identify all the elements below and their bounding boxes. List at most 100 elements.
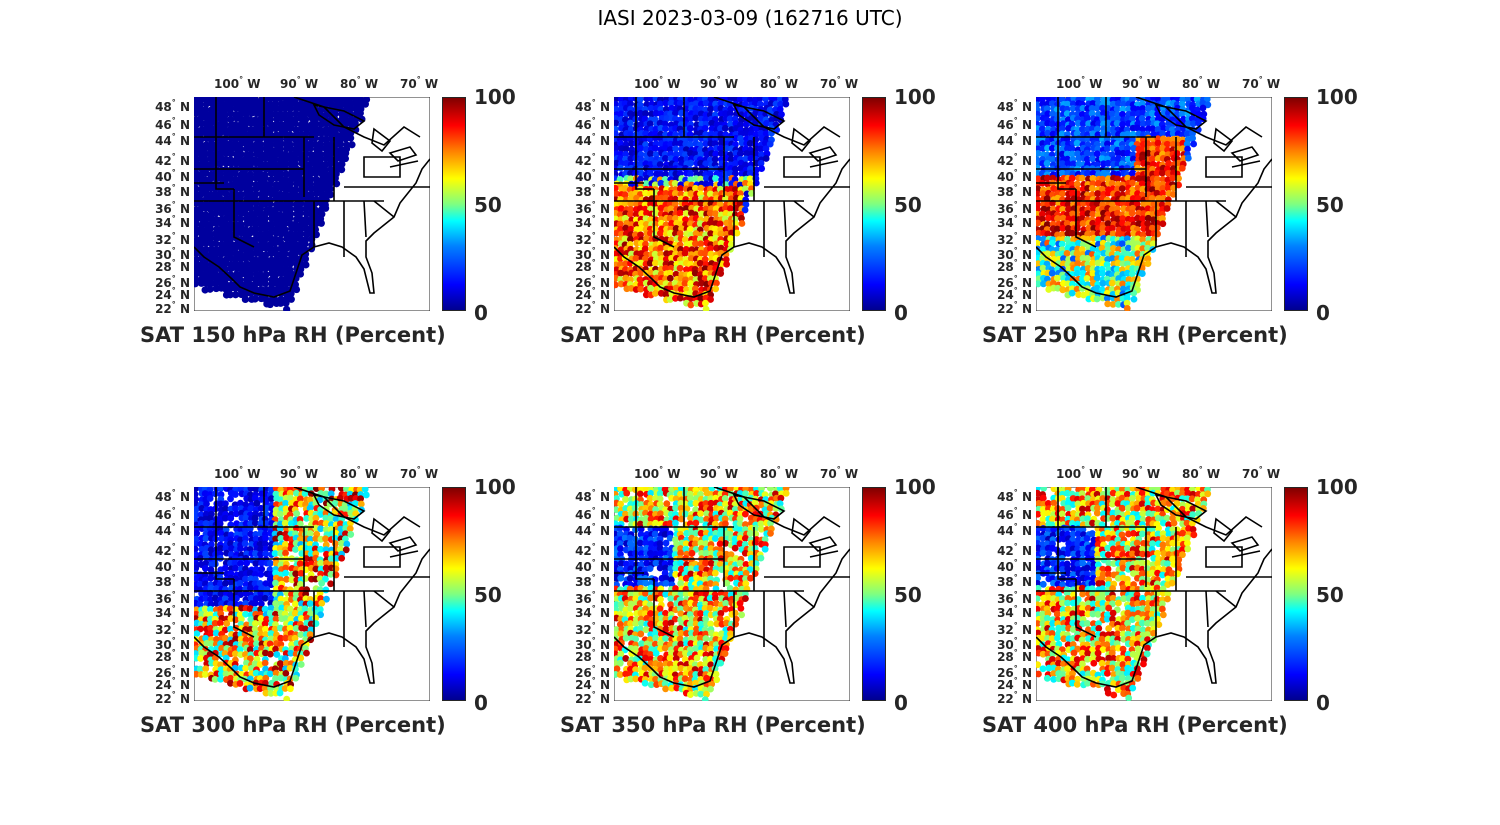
great-lakes xyxy=(312,493,418,552)
rh-observation xyxy=(1048,269,1056,277)
rh-observation xyxy=(677,140,685,147)
rh-observation xyxy=(222,654,230,662)
rh-observation xyxy=(1124,149,1132,157)
rh-observation xyxy=(227,679,234,687)
rh-observation xyxy=(194,529,201,537)
rh-observation xyxy=(1123,299,1131,307)
rh-observation xyxy=(1125,225,1132,233)
rh-observation xyxy=(1089,191,1096,199)
rh-observation xyxy=(733,229,741,237)
rh-observation xyxy=(1153,189,1161,197)
rh-observation xyxy=(1059,190,1066,198)
rh-observation xyxy=(1114,175,1122,183)
rh-observation xyxy=(778,110,785,118)
rh-observation xyxy=(297,235,305,243)
observation-dots xyxy=(194,97,371,311)
colorbar-max-label: 100 xyxy=(474,475,516,499)
rh-observation xyxy=(257,504,265,512)
rh-observation xyxy=(1159,189,1167,197)
rh-observation xyxy=(1044,129,1052,137)
rh-observation xyxy=(716,220,724,228)
rh-observation xyxy=(322,526,330,534)
rh-observation xyxy=(261,154,269,162)
rh-observation xyxy=(246,204,255,212)
rh-observation xyxy=(1105,125,1113,133)
rh-observation xyxy=(1129,179,1136,187)
rh-observation xyxy=(207,574,215,582)
rh-observation xyxy=(687,500,695,508)
rh-observation xyxy=(1036,219,1042,227)
rh-observation xyxy=(1075,291,1083,299)
rh-observation xyxy=(646,120,654,128)
rh-observation xyxy=(197,129,205,138)
rh-observation xyxy=(776,487,784,492)
rh-observation xyxy=(277,674,285,682)
rh-observation xyxy=(1059,214,1067,222)
rh-observation xyxy=(706,190,714,198)
rh-observation xyxy=(212,279,220,288)
latitude-label: 30° N xyxy=(575,246,610,262)
longitude-label: 90° W xyxy=(1122,75,1161,91)
rh-observation xyxy=(622,496,629,503)
rh-observation xyxy=(326,191,335,199)
rh-observation xyxy=(237,150,245,158)
rh-observation xyxy=(241,530,249,537)
rh-observation xyxy=(196,190,205,199)
rh-observation xyxy=(1178,110,1186,118)
rh-observation xyxy=(247,594,255,602)
rh-observation xyxy=(194,487,200,492)
rh-observation xyxy=(297,661,305,668)
rh-observation xyxy=(283,244,291,252)
rh-observation xyxy=(1104,189,1112,197)
rh-observation xyxy=(317,155,325,163)
rh-observation xyxy=(737,164,745,172)
rh-observation xyxy=(242,664,250,672)
rh-observation xyxy=(742,161,749,169)
rh-observation xyxy=(614,190,620,198)
rh-observation xyxy=(246,229,254,237)
rh-observation xyxy=(232,564,239,572)
colorbar xyxy=(442,487,466,701)
rh-observation xyxy=(643,235,650,242)
rh-observation xyxy=(1103,145,1111,152)
rh-observation xyxy=(721,124,729,132)
rh-observation xyxy=(742,129,750,137)
latitude-label: 40° N xyxy=(155,558,190,574)
rh-observation xyxy=(656,161,664,168)
rh-observation xyxy=(1036,150,1042,157)
rh-observation xyxy=(217,529,225,537)
rh-observation xyxy=(1058,150,1066,158)
rh-observation xyxy=(247,505,255,512)
rh-observation xyxy=(296,209,304,217)
rh-observation xyxy=(262,550,270,558)
rh-observation xyxy=(246,605,254,613)
rh-observation xyxy=(298,124,306,132)
rh-observation xyxy=(1145,229,1153,237)
rh-observation xyxy=(318,579,326,587)
rh-observation xyxy=(282,569,290,577)
rh-observation xyxy=(673,174,680,182)
rh-observation xyxy=(626,235,634,243)
rh-observation xyxy=(331,500,339,507)
rh-observation xyxy=(626,210,634,218)
latitude-label: 46° N xyxy=(997,116,1032,132)
state-boundary xyxy=(215,487,234,580)
latitude-label: 48° N xyxy=(155,488,190,504)
latitude-label: 28° N xyxy=(575,258,610,274)
rh-observation xyxy=(672,294,679,302)
rh-observation xyxy=(763,119,770,127)
rh-observation xyxy=(1108,286,1116,293)
rh-observation xyxy=(1124,174,1132,182)
rh-observation xyxy=(1036,115,1041,123)
rh-observation xyxy=(1129,110,1137,118)
rh-observation xyxy=(202,520,210,527)
state-boundary xyxy=(793,200,815,218)
rh-observation xyxy=(1093,284,1101,292)
rh-observation xyxy=(207,279,215,288)
rh-observation xyxy=(1064,160,1072,168)
latitude-label: 42° N xyxy=(575,152,610,168)
rh-observation xyxy=(267,689,275,697)
rh-observation xyxy=(312,169,320,177)
rh-observation xyxy=(666,274,674,282)
state-boundary xyxy=(635,97,654,190)
